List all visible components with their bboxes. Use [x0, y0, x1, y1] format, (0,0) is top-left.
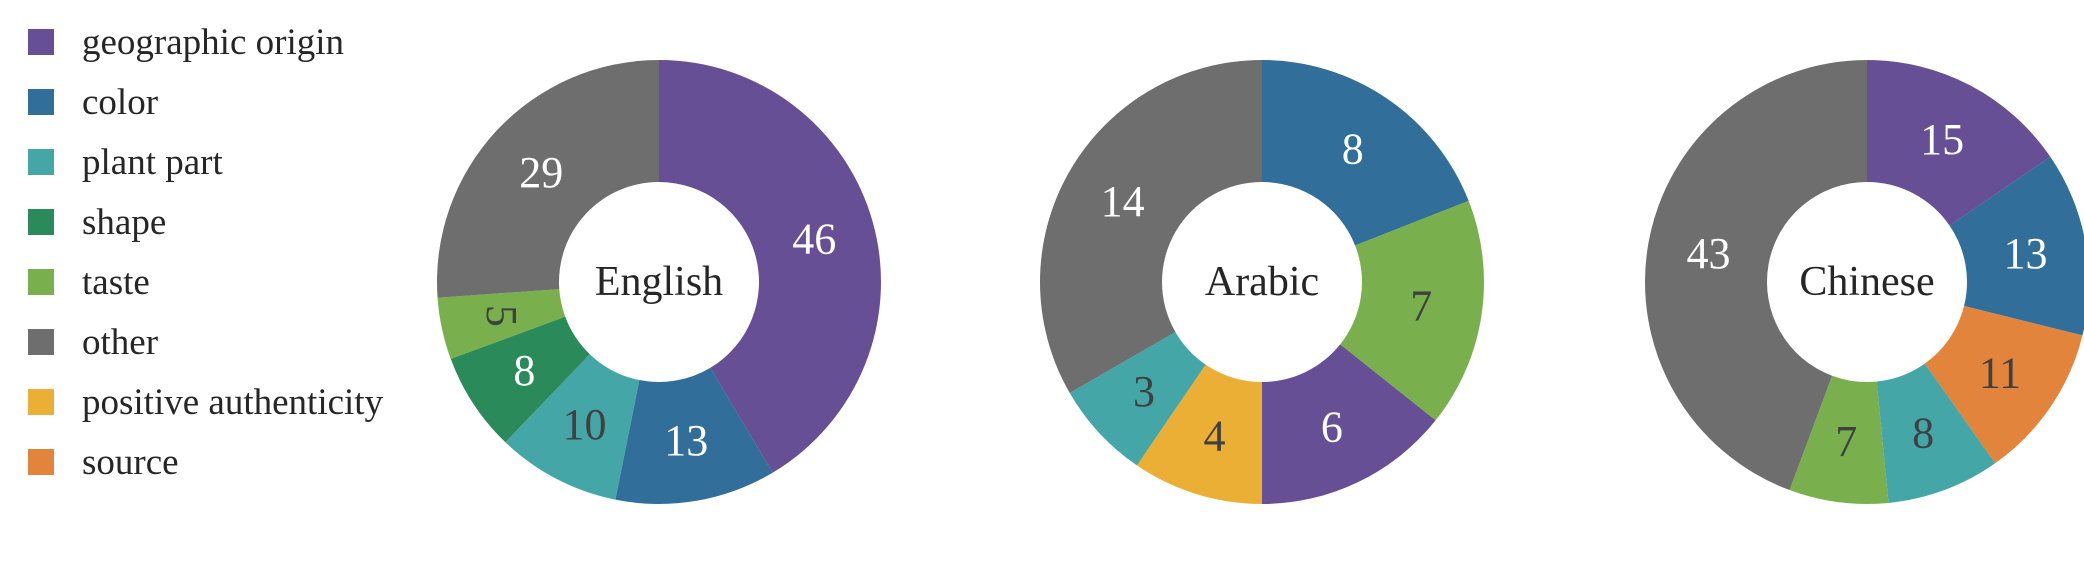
slice-other [1645, 60, 1867, 491]
legend-label: color [82, 81, 159, 123]
legend-item-geographic-origin: geographic origin [28, 21, 344, 63]
legend-label: shape [82, 201, 167, 243]
legend-swatch [28, 389, 54, 415]
slice-plant-part [1069, 332, 1206, 466]
legend-label: positive authenticity [82, 381, 384, 423]
legend-swatch [28, 29, 54, 55]
donut-chinese: 15 13 11 8 7 43 Chinese [1645, 60, 2084, 505]
slice-value-label: 8 [513, 346, 535, 395]
legend-item-color: color [28, 81, 159, 123]
slice-value-label: 5 [477, 305, 526, 327]
slice-value-label: 4 [1204, 411, 1226, 460]
legend-item-source: source [28, 441, 179, 483]
slice-value-label: 29 [519, 148, 563, 197]
legend-item-other: other [28, 321, 159, 363]
legend-swatch [28, 149, 54, 175]
legend-item-shape: shape [28, 201, 167, 243]
slice-color [1262, 60, 1469, 246]
slice-value-label: 8 [1342, 124, 1364, 173]
slice-value-label: 46 [792, 215, 836, 264]
legend-swatch [28, 269, 54, 295]
legend-item-positive-authenticity: positive authenticity [28, 381, 384, 423]
legend-swatch [28, 329, 54, 355]
slice-positive-authenticity [1136, 364, 1262, 504]
slice-geographic-origin [1867, 60, 2051, 226]
legend-label: geographic origin [82, 21, 344, 63]
legend-label: source [82, 441, 179, 483]
slice-shape [450, 316, 590, 443]
slice-value-label: 13 [664, 416, 708, 465]
slice-source [1924, 306, 2083, 464]
donut-center-label: Chinese [1799, 259, 1934, 305]
slice-taste [1340, 200, 1485, 421]
slice-value-label: 43 [1687, 229, 1731, 278]
slice-plant-part [505, 354, 640, 500]
donut-center-label: Arabic [1205, 259, 1319, 305]
slice-color [1949, 156, 2084, 336]
slice-other [436, 60, 659, 298]
slice-value-label: 11 [1979, 348, 2021, 397]
slice-geographic-origin [1262, 344, 1436, 504]
legend-item-plant-part: plant part [28, 141, 223, 183]
slice-plant-part [1876, 363, 1996, 503]
legend-label: taste [82, 261, 150, 303]
legend-swatch [28, 449, 54, 475]
slice-value-label: 8 [1912, 408, 1934, 457]
donut-arabic: 8 7 6 43 14 Arabic [1039, 60, 1485, 504]
legend-label: plant part [82, 141, 223, 183]
slice-value-label: 7 [1835, 417, 1857, 466]
slice-value-label: 6 [1321, 403, 1343, 452]
slice-geographic-origin [659, 60, 881, 473]
legend-label: other [82, 321, 159, 363]
slice-taste [437, 289, 566, 359]
slice-other [1039, 60, 1262, 393]
legend-swatch [28, 209, 54, 235]
slice-value-label: 14 [1101, 177, 1145, 226]
slice-value-label: 7 [1410, 281, 1432, 330]
donut-center-label: English [595, 259, 723, 305]
slice-value-label: 15 [1920, 115, 1964, 164]
slice-value-label: 13 [2003, 229, 2047, 278]
slice-value-label: 3 [1133, 367, 1155, 416]
legend-swatch [28, 89, 54, 115]
slice-value-label: 10 [562, 400, 606, 449]
legend-item-taste: taste [28, 261, 150, 303]
slice-color [615, 367, 773, 504]
donut-english: 46 13 10 8 5 29 English [436, 60, 881, 504]
slice-taste [1789, 375, 1889, 505]
